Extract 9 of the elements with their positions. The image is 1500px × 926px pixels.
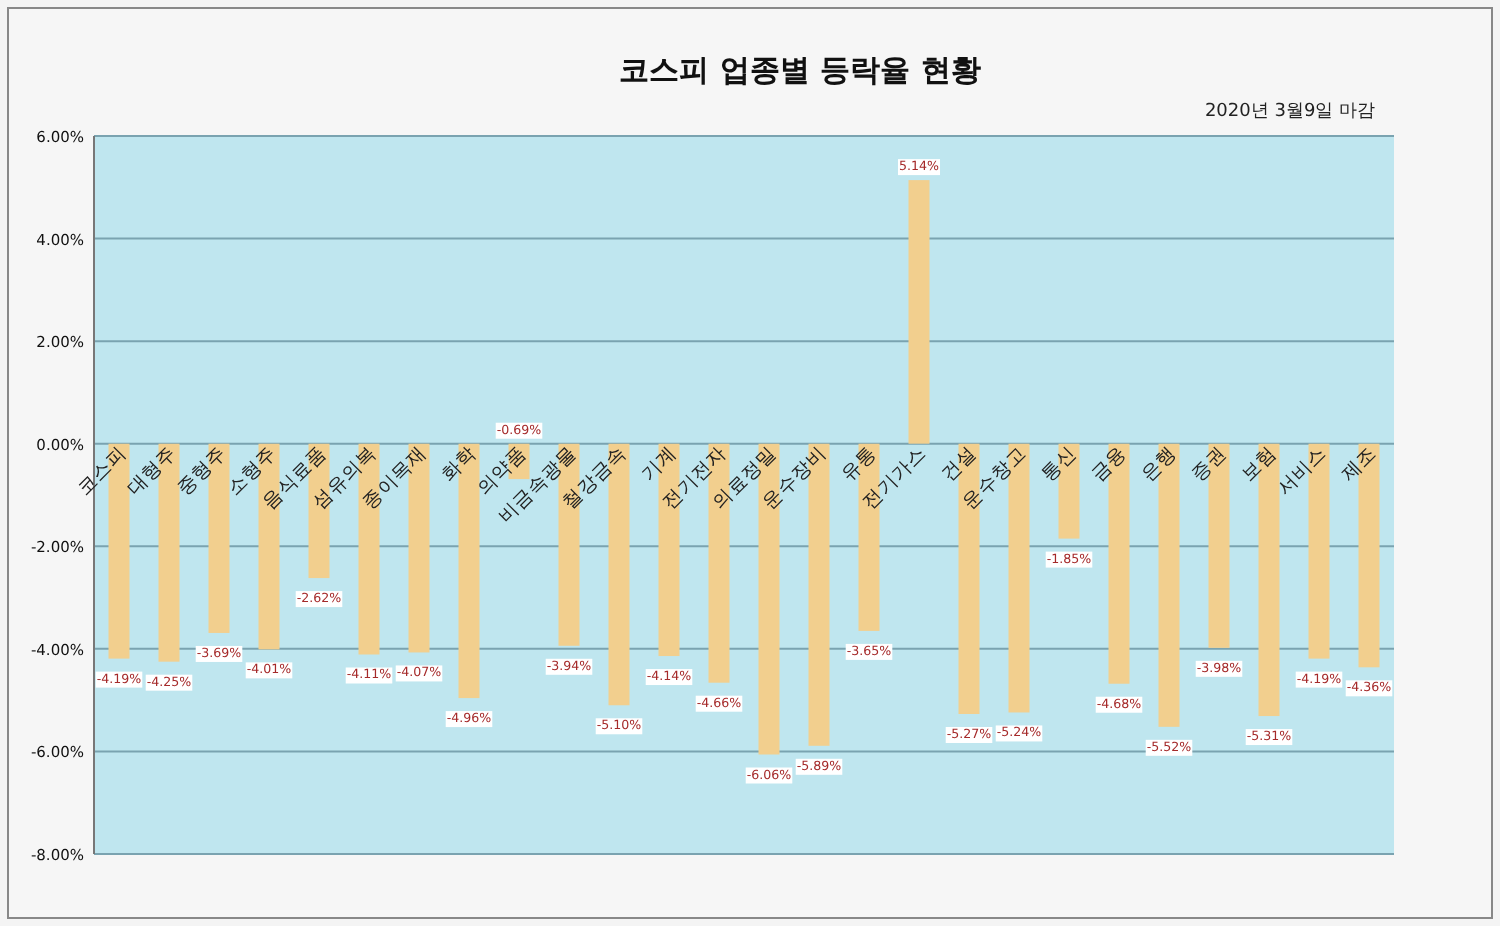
x-tick-label: 증권 [1187,442,1232,487]
x-tick-label: 보험 [1237,442,1282,487]
x-tick-label: 금융 [1087,442,1132,487]
chart-subtitle: 2020년 3월9일 마감 [1204,102,1376,122]
x-tick-label: 제조 [1337,442,1382,487]
x-tick-label: 통신 [1037,442,1082,487]
x-tick-label: 화학 [437,442,482,487]
x-tick-label: 은행 [1137,442,1182,487]
chart-title: 코스피 업종별 등락율 현황 [619,52,981,88]
